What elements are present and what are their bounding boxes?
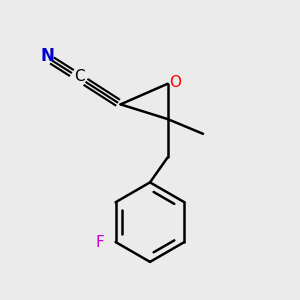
Text: O: O [169, 75, 181, 90]
Text: F: F [96, 235, 105, 250]
Text: C: C [74, 69, 85, 84]
Text: N: N [40, 47, 54, 65]
